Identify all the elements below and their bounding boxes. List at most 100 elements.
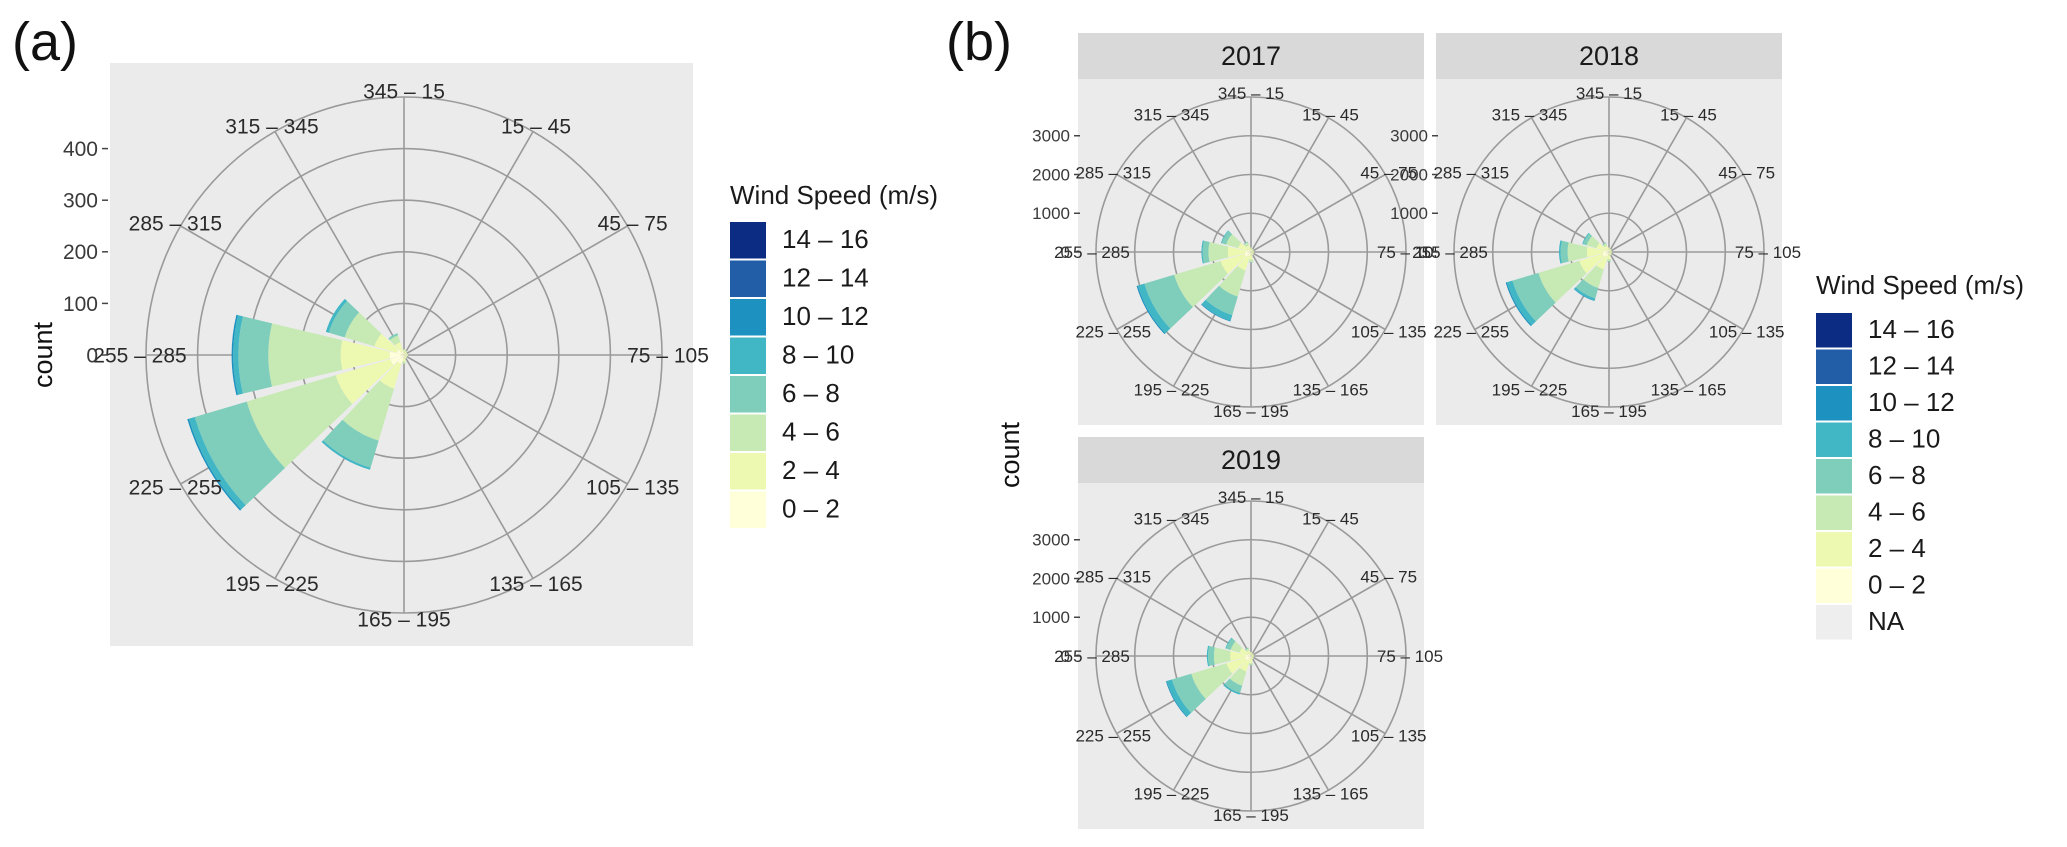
direction-label-a-345-15: 345 – 15 <box>363 80 445 103</box>
bar-2017-135-165-2-4 <box>1251 253 1254 256</box>
bar-2019-255-285-8-10 <box>1206 645 1210 667</box>
bar-a-285-315-8-10 <box>325 298 348 333</box>
bar-2017-285-315-6-8 <box>1221 230 1233 245</box>
direction-label-2019-15-45: 15 – 45 <box>1302 509 1359 528</box>
bar-2018-255-285-2-4 <box>1586 246 1604 258</box>
bar-a-315-345-6-8 <box>388 333 399 341</box>
bar-a-255-285-10-12 <box>231 314 238 396</box>
y-tick-label-2017-1000: 1000 <box>1032 204 1070 223</box>
bar-2017-225-255-0-2 <box>1244 252 1251 257</box>
bar-2018-195-225-8-10 <box>1574 287 1596 301</box>
bar-a-45-75-4-6 <box>406 352 408 355</box>
strip-label-2019: 2019 <box>1221 445 1281 475</box>
direction-label-2018-195-225: 195 – 225 <box>1492 381 1568 400</box>
bar-2017-45-75-4-6 <box>1252 249 1254 252</box>
legend-swatch-b-8-10 <box>1816 422 1852 457</box>
legend-label-a-0-2: 0 – 2 <box>782 494 840 524</box>
bar-2017-75-105-2-4 <box>1252 251 1254 253</box>
y-tick-label-a-200: 200 <box>63 241 98 264</box>
wind-rose-2018: 345 – 15 15 – 45 45 – 75 75 – 105 105 – 135 1… <box>1390 79 1801 425</box>
grid-spoke-2017-15-45 <box>1250 117 1330 253</box>
bar-2017-165-195-6-8 <box>1248 261 1254 263</box>
facet-2017: 2017 345 – 15 15 – 45 45 – 75 75 – 105 105 –… <box>1032 33 1443 425</box>
bar-2017-225-255-6-8 <box>1144 274 1193 329</box>
bar-2017-255-285-8-10 <box>1201 240 1204 264</box>
grid-spoke-2019-105-135 <box>1250 655 1386 735</box>
bar-2019-285-315-0-2 <box>1247 653 1251 656</box>
direction-label-2019-315-345: 315 – 345 <box>1134 509 1210 528</box>
bar-2017-195-225-4-6 <box>1218 266 1246 297</box>
bar-2017-315-345-0-2 <box>1249 249 1251 252</box>
bar-a-225-255-8-10 <box>188 416 246 510</box>
bar-2018-255-285-6-8 <box>1560 240 1569 264</box>
legend-b: Wind Speed (m/s) 14 – 16 12 – 14 10 – 12 8 … <box>1816 270 2024 640</box>
legend-label-b-8-10: 8 – 10 <box>1868 423 1940 453</box>
bar-a-315-345-2-4 <box>394 342 403 353</box>
bar-2019-345-15-0-2 <box>1250 654 1252 656</box>
facet-2019: 2019 345 – 15 15 – 45 45 – 75 75 – 105 105 –… <box>1032 437 1443 829</box>
bar-a-75-105-0-2 <box>404 354 407 356</box>
bar-2017-345-15-4-6 <box>1249 247 1253 249</box>
legend-swatch-a-2-4 <box>730 453 766 490</box>
legend-swatch-b-6-8 <box>1816 459 1852 494</box>
bar-2017-105-135-4-6 <box>1252 252 1254 255</box>
bar-2019-45-75-2-4 <box>1251 654 1254 656</box>
bar-a-255-285-4-6 <box>268 323 343 387</box>
y-tick-label-2019-2000: 2000 <box>1032 569 1070 588</box>
bar-a-285-315-0-2 <box>396 349 404 355</box>
grid-spoke-a-315-345 <box>274 131 405 356</box>
direction-label-2017-45-75: 45 – 75 <box>1360 163 1417 182</box>
bar-2017-195-225-0-2 <box>1247 252 1251 257</box>
strip-2018 <box>1436 33 1782 79</box>
bar-2017-285-315-2-4 <box>1237 242 1249 251</box>
bar-2019-75-105-2-4 <box>1252 655 1254 657</box>
bar-2019-135-165-4-6 <box>1251 658 1254 660</box>
direction-label-2018-45-75: 45 – 75 <box>1718 163 1775 182</box>
legend-label-a-8-10: 8 – 10 <box>782 340 854 370</box>
bar-2018-225-255-4-6 <box>1538 260 1587 303</box>
legend-label-a-4-6: 4 – 6 <box>782 417 840 447</box>
y-tick-label-2019-0: 0 <box>1061 647 1070 666</box>
legend-swatch-a-4-6 <box>730 414 766 451</box>
bar-a-45-75-2-4 <box>405 352 407 355</box>
direction-label-a-15-45: 15 – 45 <box>501 116 571 139</box>
direction-label-2019-135-165: 135 – 165 <box>1293 785 1369 804</box>
bar-2019-105-135-0-2 <box>1251 656 1253 657</box>
bar-2018-165-195-2-4 <box>1607 254 1611 260</box>
wind-rose-2017: 345 – 15 15 – 45 45 – 75 75 – 105 105 – 135 1… <box>1032 79 1443 425</box>
legend-label-b-6-8: 6 – 8 <box>1868 460 1926 490</box>
bar-2018-45-75-2-4 <box>1609 250 1612 252</box>
bar-a-345-15-2-4 <box>402 350 406 353</box>
direction-label-2018-105-135: 105 – 135 <box>1709 322 1785 341</box>
bar-2018-345-15-0-2 <box>1608 250 1610 252</box>
legend-swatch-a-12-14 <box>730 260 766 297</box>
bar-2017-165-195-0-2 <box>1250 252 1252 255</box>
bar-2019-345-15-2-4 <box>1250 652 1252 655</box>
direction-label-2017-315-345: 315 – 345 <box>1134 105 1210 124</box>
bar-2018-165-195-0-2 <box>1608 252 1610 255</box>
bar-2018-105-135-4-6 <box>1610 252 1612 255</box>
bar-2019-15-45-2-4 <box>1251 653 1253 656</box>
grid-spoke-2019-15-45 <box>1250 521 1330 657</box>
panel-label-b: (b) <box>946 12 1012 72</box>
bar-2018-135-165-4-6 <box>1609 254 1612 256</box>
strip-2017 <box>1078 33 1424 79</box>
bar-a-345-15-4-6 <box>402 349 406 351</box>
bar-2019-315-345-2-4 <box>1246 650 1251 655</box>
bar-2017-45-75-0-2 <box>1251 251 1253 252</box>
bar-2018-345-15-4-6 <box>1607 247 1611 249</box>
bar-2018-165-195-6-8 <box>1606 261 1612 262</box>
legend-swatch-a-14-16 <box>730 222 766 259</box>
direction-label-a-105-135: 105 – 135 <box>586 476 679 499</box>
bar-2017-225-255-4-6 <box>1174 261 1228 308</box>
bar-2019-195-225-8-10 <box>1223 684 1240 695</box>
direction-label-a-75-105: 75 – 105 <box>627 344 709 367</box>
legend-a: Wind Speed (m/s) 14 – 16 12 – 14 10 – 12 8 … <box>730 180 938 528</box>
bar-2018-225-255-8-10 <box>1506 280 1536 326</box>
bar-2019-165-195-6-8 <box>1248 664 1254 666</box>
bar-2019-165-195-2-4 <box>1249 658 1253 663</box>
bar-2018-225-255-6-8 <box>1512 272 1556 322</box>
direction-label-2018-255-285: 255 – 285 <box>1412 243 1488 262</box>
legend-label-b-2-4: 2 – 4 <box>1868 533 1926 563</box>
y-axis-title-b: count <box>995 421 1025 488</box>
